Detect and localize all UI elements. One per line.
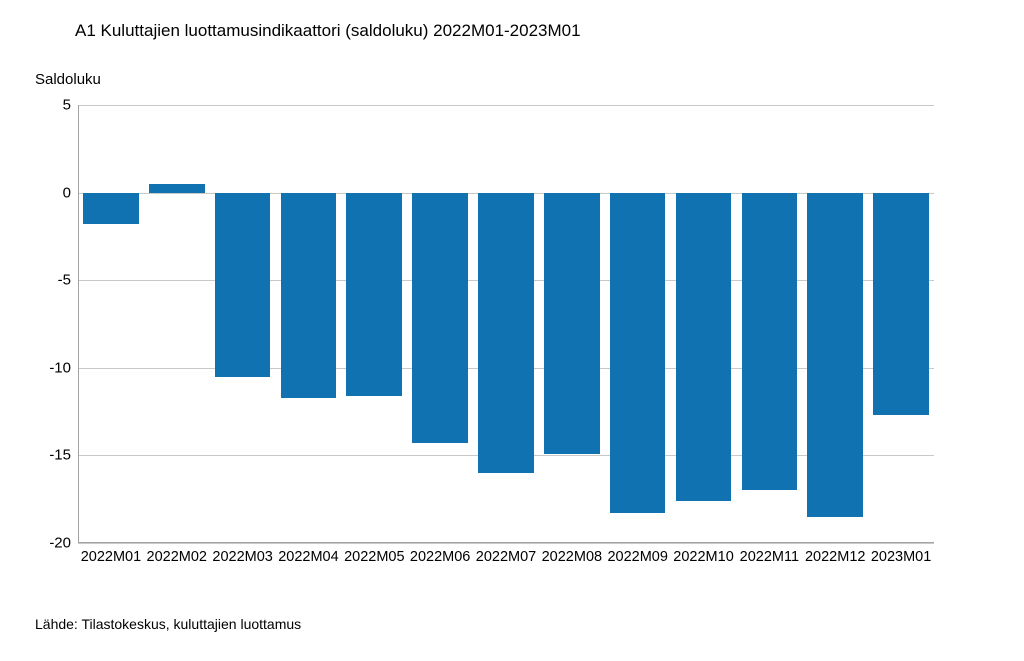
bar-2023M01 — [873, 192, 929, 416]
x-tick-label-2022M02: 2022M02 — [146, 549, 207, 565]
x-tick-label-2022M08: 2022M08 — [541, 549, 603, 565]
x-tick-label-2022M07: 2022M07 — [475, 549, 537, 565]
bar-2022M11 — [741, 192, 798, 491]
x-tick-label-2022M05: 2022M05 — [344, 549, 405, 565]
y-tick-label--15: -15 — [49, 446, 71, 464]
grid-line-5 — [78, 105, 934, 106]
x-tick-label-2022M10: 2022M10 — [673, 549, 734, 565]
x-tick-label-2022M11: 2022M11 — [739, 549, 800, 565]
x-tick-label-2023M01: 2023M01 — [870, 549, 932, 565]
y-axis-label: Saldoluku — [35, 71, 101, 88]
bar-2022M09 — [609, 192, 666, 514]
x-tick-label-2022M01: 2022M01 — [80, 549, 142, 565]
x-tick-label-2022M09: 2022M09 — [607, 549, 668, 565]
bar-2022M08 — [544, 192, 600, 454]
bar-2022M04 — [280, 192, 337, 398]
plot-area: 5 0 -5 -10 -15 -20 2022M01 2022M02 2022M03 2022M… — [49, 97, 934, 565]
bar-2022M06 — [412, 192, 468, 444]
bar-2022M01 — [83, 192, 139, 225]
y-tick-label-5: 5 — [62, 96, 71, 114]
source-note: Lähde: Tilastokeskus, kuluttajien luotta… — [35, 616, 302, 632]
x-tick-label-2022M06: 2022M06 — [409, 549, 471, 565]
x-tick-label-2022M12: 2022M12 — [804, 549, 866, 565]
bar-2022M03 — [214, 192, 271, 377]
bar-2022M07 — [478, 192, 534, 473]
y-tick-label--5: -5 — [57, 271, 71, 289]
bar-2022M05 — [346, 192, 403, 396]
bar-2022M10 — [675, 192, 732, 501]
y-tick-label-0: 0 — [62, 184, 71, 202]
grid-line--20 — [78, 543, 934, 544]
y-axis-line — [78, 105, 79, 543]
y-tick-label--10: -10 — [49, 359, 71, 377]
bar-2022M02 — [148, 183, 205, 193]
bar-2022M12 — [807, 192, 864, 517]
x-axis-line — [78, 542, 934, 543]
chart-title: A1 Kuluttajien luottamusindikaattori (sa… — [75, 21, 581, 40]
y-tick-label--20: -20 — [49, 534, 71, 552]
x-tick-label-2022M03: 2022M03 — [212, 549, 273, 565]
x-tick-label-2022M04: 2022M04 — [278, 549, 339, 565]
